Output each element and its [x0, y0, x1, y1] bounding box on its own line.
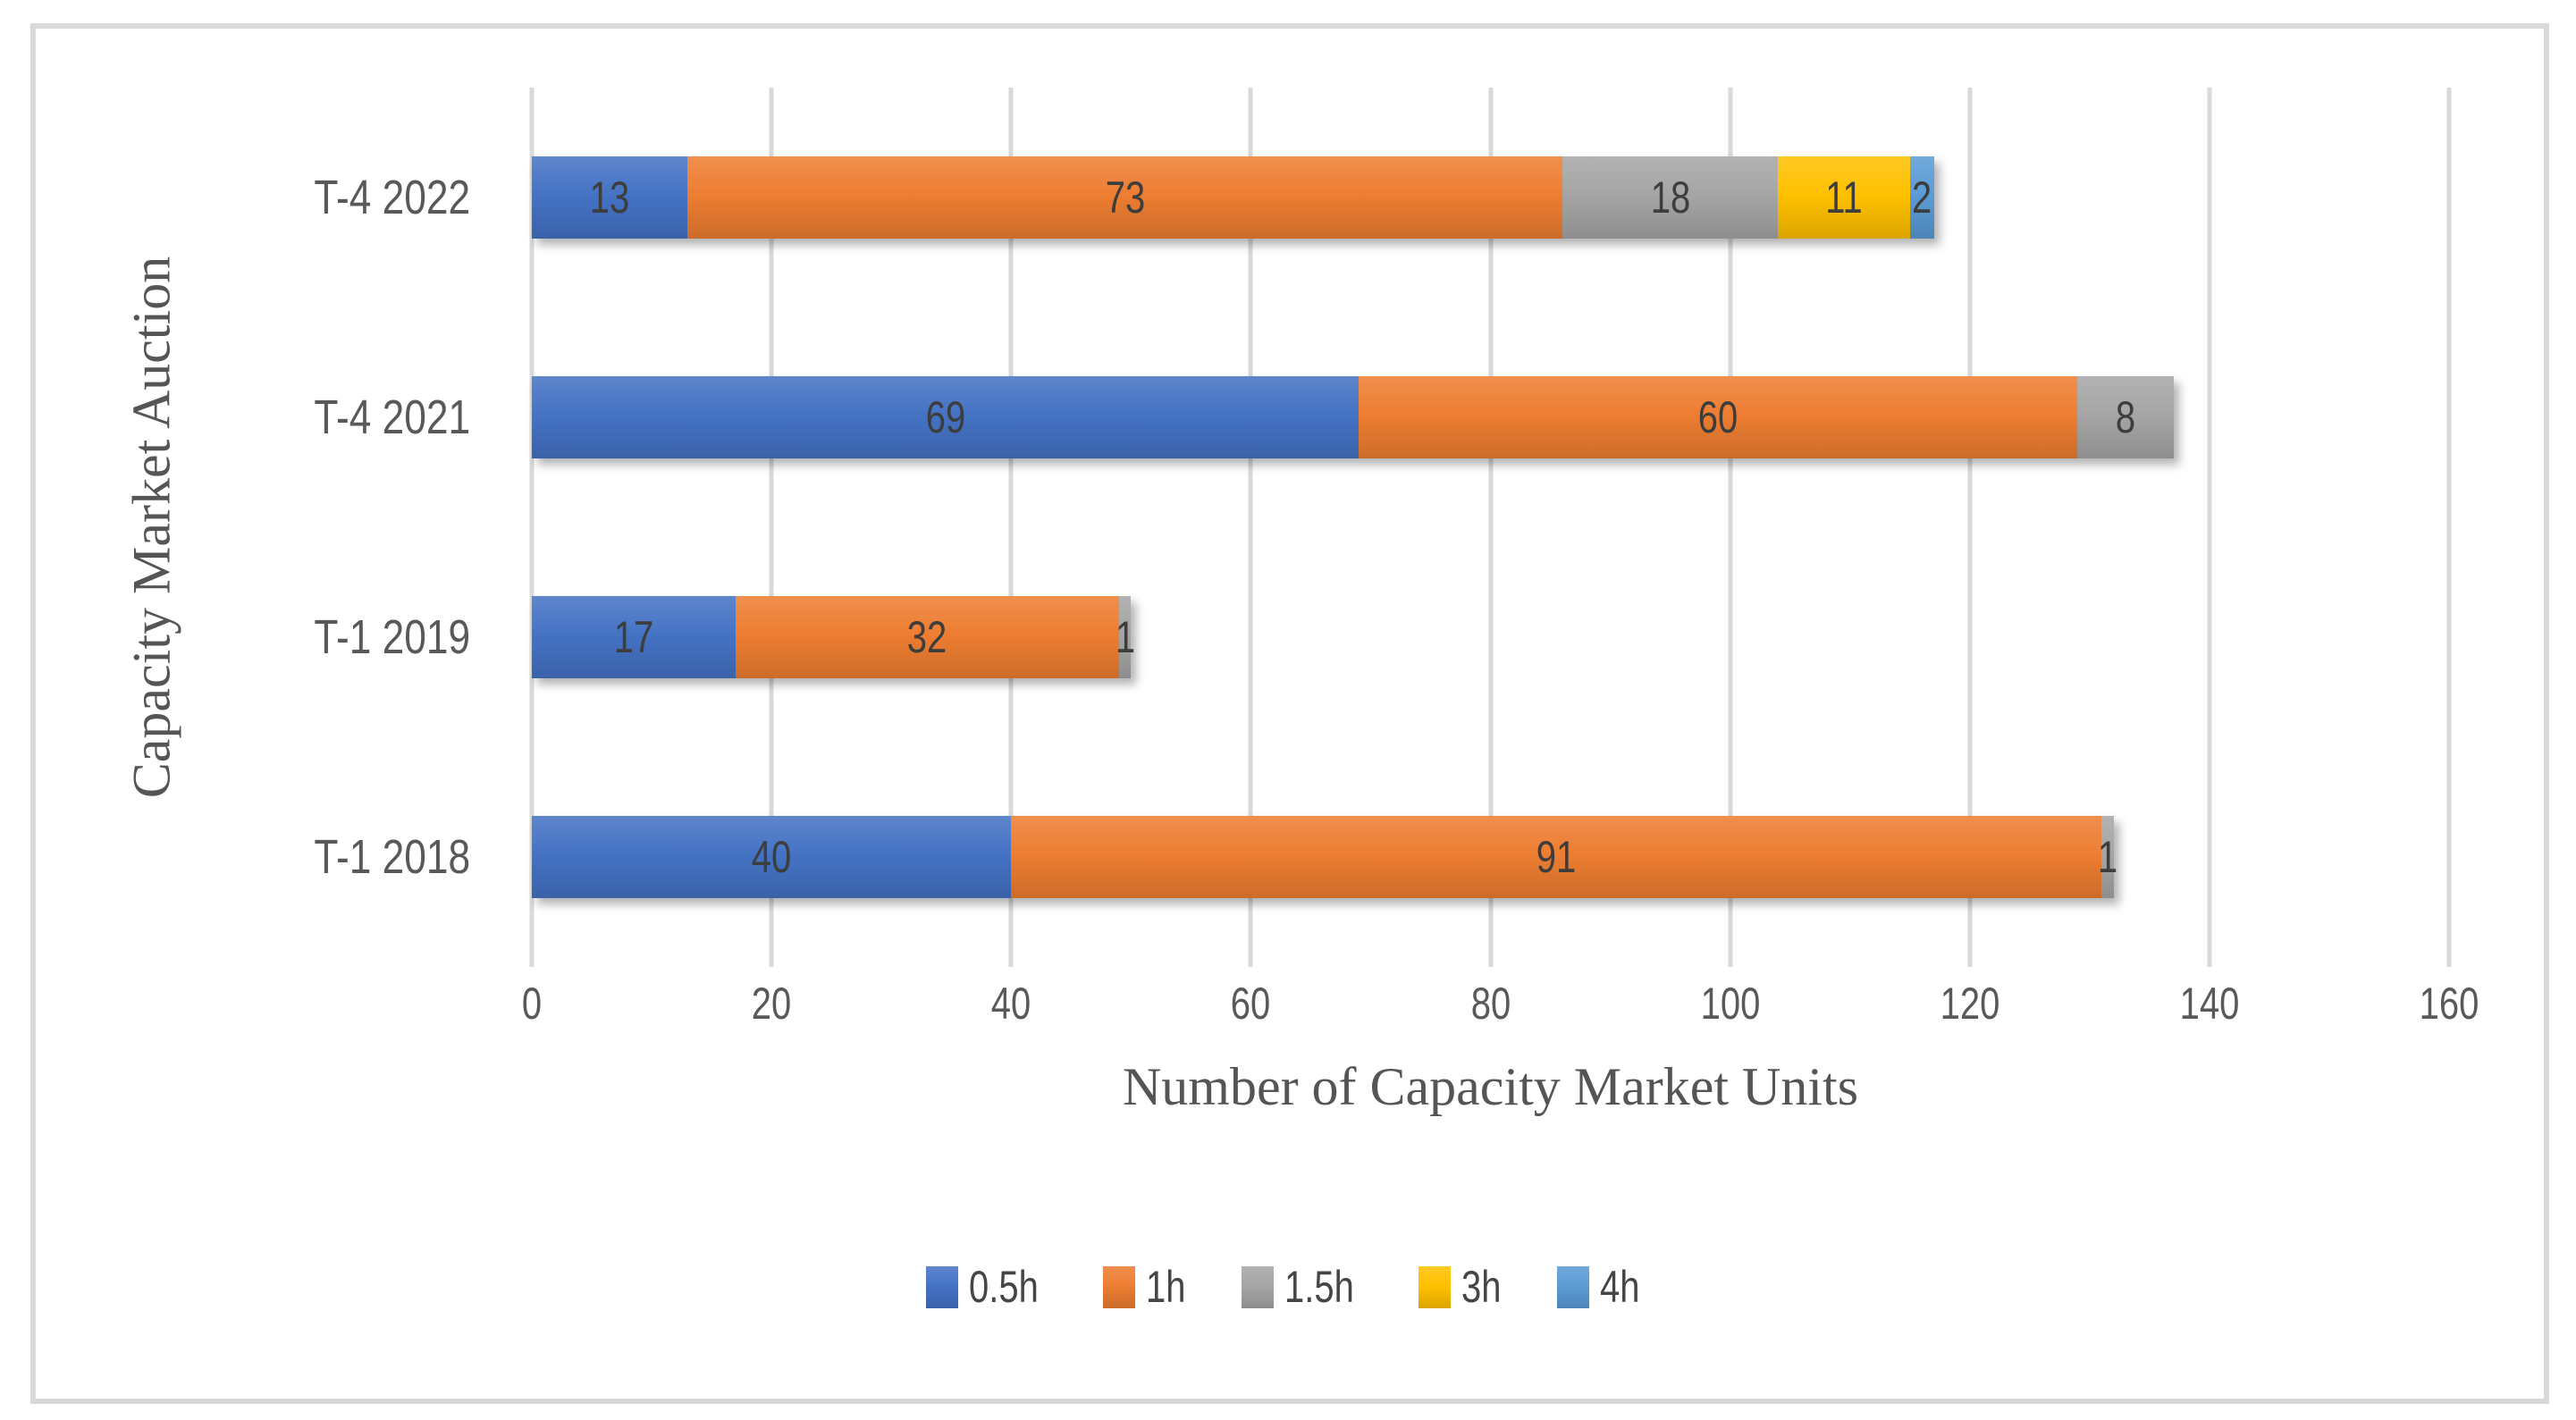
legend-marker-icon: [1557, 1265, 1590, 1308]
data-label: 73: [1105, 172, 1145, 223]
data-label: 91: [1536, 832, 1577, 882]
gridline: [529, 88, 535, 967]
data-label: 1: [2097, 832, 2118, 882]
legend-marker-icon: [1102, 1265, 1135, 1308]
x-tick-label: 140: [2172, 981, 2246, 1026]
data-label: 8: [2115, 392, 2136, 442]
category-label-t-4-2022: T-4 2022: [0, 88, 501, 307]
bar-segment-0.5h: 17: [532, 596, 736, 678]
x-tick-label: 120: [1932, 981, 2007, 1026]
legend-label: 1.5h: [1284, 1262, 1355, 1312]
legend-marker-icon: [926, 1265, 959, 1308]
bar-segment-1.5h: 1: [2098, 816, 2117, 898]
gridline: [1967, 88, 1973, 967]
bar-segment-0.5h: 69: [532, 376, 1360, 458]
x-tick-text: 0: [521, 979, 543, 1029]
legend-label: 0.5h: [969, 1262, 1040, 1312]
data-label: 1: [1115, 612, 1135, 662]
gridline: [1248, 88, 1253, 967]
x-tick-label: 0: [519, 981, 544, 1026]
x-tick-label: 160: [2412, 981, 2486, 1026]
gridline: [1488, 88, 1493, 967]
bar-segment-1h: 32: [735, 596, 1119, 678]
x-tick-label: 40: [986, 981, 1036, 1026]
gridline: [1728, 88, 1733, 967]
bar-segment-1h: 91: [1011, 816, 2102, 898]
data-label: 40: [751, 832, 792, 882]
bar-segment-3h: 11: [1778, 156, 1910, 239]
x-tick-text: 40: [991, 979, 1031, 1029]
gridline: [1008, 88, 1014, 967]
category-label-text: T-4 2021: [314, 391, 470, 444]
stacked-bar: 13 73 18 11 2: [532, 156, 1934, 239]
category-label-t-4-2021: T-4 2021: [0, 307, 501, 527]
bar-row-t-4-2022: 13 73 18 11 2: [532, 156, 2449, 239]
bar-segment-1h: 73: [687, 156, 1562, 239]
chart-legend: 0.5h 1h 1.5h 3h 4h: [0, 1251, 2576, 1323]
legend-item-3h: 3h: [1418, 1265, 1511, 1309]
legend-item-0.5h: 0.5h: [926, 1265, 1056, 1309]
gridline: [2446, 88, 2452, 967]
bar-segment-0.5h: 13: [532, 156, 688, 239]
x-tick-label: 20: [746, 981, 796, 1026]
stacked-bar: 69 60 8: [532, 376, 2174, 458]
legend-item-4h: 4h: [1557, 1265, 1650, 1309]
bar-row-t-1-2019: 17 32 1: [532, 596, 2449, 678]
x-tick-text: 20: [751, 979, 792, 1029]
x-tick-text: 60: [1231, 979, 1271, 1029]
legend-label: 1h: [1145, 1262, 1186, 1312]
legend-item-1h: 1h: [1102, 1262, 1196, 1312]
bar-segment-1.5h: 8: [2077, 376, 2174, 458]
data-label: 2: [1912, 172, 1932, 223]
bar-segment-1.5h: 18: [1562, 156, 1779, 239]
x-tick-text: 80: [1470, 979, 1511, 1029]
bar-row-t-1-2018: 40 91 1: [532, 816, 2449, 898]
category-label-text: T-1 2018: [314, 830, 470, 884]
legend-label: 3h: [1461, 1262, 1502, 1312]
x-tick-text: 140: [2179, 979, 2240, 1029]
data-label: 18: [1650, 172, 1690, 223]
x-tick-label: 60: [1226, 981, 1276, 1026]
x-axis-title: Number of Capacity Market Units: [1122, 1057, 1859, 1116]
legend-label: 4h: [1600, 1262, 1640, 1312]
x-tick-label: 100: [1693, 981, 1767, 1026]
data-label: 13: [589, 172, 630, 223]
bar-segment-1h: 60: [1359, 376, 2078, 458]
bar-segment-4h: 2: [1909, 156, 1934, 239]
data-label: 69: [925, 392, 965, 442]
category-label-text: T-4 2022: [314, 171, 470, 224]
x-tick-text: 120: [1940, 979, 2000, 1029]
x-tick-text: 100: [1700, 979, 1760, 1029]
plot-area: 13 73 18 11 2 69 60 8 17 32 1 40 91 1: [529, 88, 2452, 967]
gridline: [2207, 88, 2212, 967]
legend-marker-icon: [1242, 1265, 1275, 1308]
stacked-bar: 40 91 1: [532, 816, 2117, 898]
data-label: 60: [1697, 392, 1738, 442]
x-tick-text: 160: [2419, 979, 2479, 1029]
bar-row-t-4-2021: 69 60 8: [532, 376, 2449, 458]
legend-marker-icon: [1418, 1265, 1451, 1308]
category-label-text: T-1 2019: [314, 610, 470, 664]
bar-segment-1.5h: 1: [1115, 596, 1135, 678]
category-label-t-1-2019: T-1 2019: [0, 527, 501, 747]
data-label: 32: [907, 612, 947, 662]
x-tick-label: 80: [1466, 981, 1516, 1026]
category-label-t-1-2018: T-1 2018: [0, 747, 501, 967]
data-label: 11: [1825, 172, 1863, 223]
gridline: [769, 88, 774, 967]
data-label: 17: [613, 612, 654, 662]
bar-segment-0.5h: 40: [532, 816, 1012, 898]
stacked-bar: 17 32 1: [532, 596, 1135, 678]
legend-item-1.5h: 1.5h: [1242, 1265, 1371, 1309]
